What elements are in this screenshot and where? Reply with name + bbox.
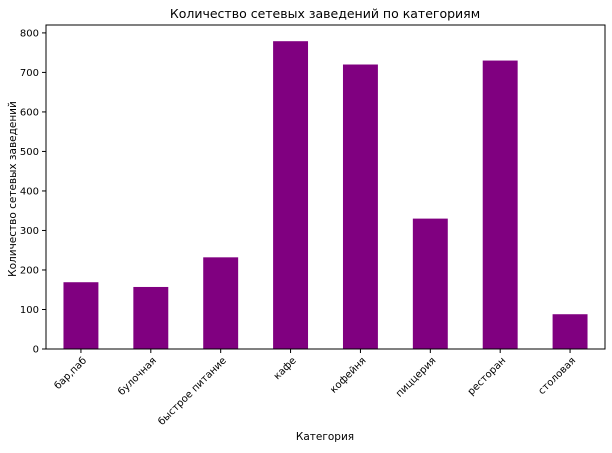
bar-5 — [342, 64, 378, 349]
x-tick-label: кофейня — [328, 355, 368, 395]
x-tick-label: быстрое питание — [156, 355, 228, 427]
bar-6 — [412, 218, 448, 349]
x-tick-label: булочная — [116, 355, 159, 398]
bar-7 — [482, 60, 518, 349]
y-tick-label: 300 — [20, 226, 39, 237]
bar-2 — [133, 286, 169, 349]
x-tick-label: бар,паб — [53, 355, 90, 392]
y-tick-label: 0 — [33, 345, 39, 356]
x-tick-label: столовая — [536, 355, 578, 397]
y-tick-label: 700 — [20, 68, 39, 79]
x-tick-label: пиццерия — [394, 355, 438, 399]
x-axis-label: Категория — [296, 431, 354, 443]
chart-title: Количество сетевых заведений по категори… — [170, 6, 480, 21]
plot-frame — [45, 24, 606, 350]
bar-3 — [203, 257, 239, 349]
x-tick-label: ресторан — [466, 355, 508, 397]
y-tick-label: 400 — [20, 186, 39, 197]
x-tick-label: кафе — [272, 355, 299, 382]
bar-8 — [552, 314, 588, 349]
y-axis-ticks: 0 100 200 300 400 500 600 700 800 — [20, 28, 46, 356]
bar-1 — [63, 282, 99, 349]
bars-layer — [63, 41, 588, 349]
y-tick-label: 600 — [20, 107, 39, 118]
y-tick-label: 100 — [20, 305, 39, 316]
bar-4 — [273, 41, 309, 349]
y-tick-label: 800 — [20, 28, 39, 39]
y-axis-label: Количество сетевых заведений — [7, 101, 19, 277]
y-tick-label: 200 — [20, 265, 39, 276]
y-tick-label: 500 — [20, 147, 39, 158]
